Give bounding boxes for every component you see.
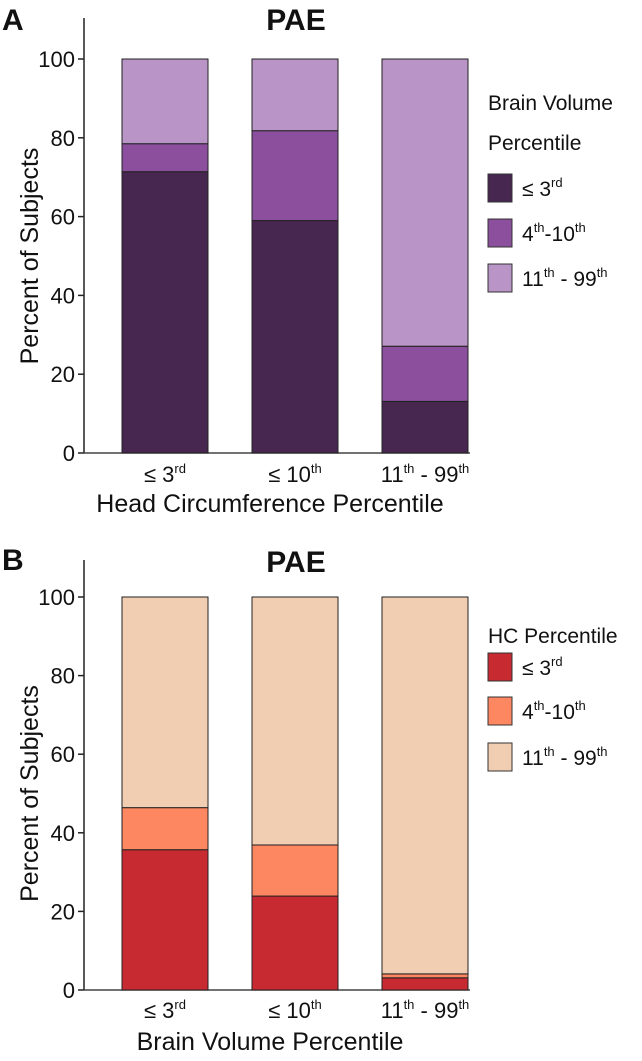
bar-segment <box>381 58 469 347</box>
bar-segment <box>251 596 339 846</box>
legend-swatch <box>487 173 513 203</box>
bar-segment <box>121 171 209 454</box>
legend-swatch <box>487 652 513 682</box>
legend-label: 11th - 99th <box>522 744 608 770</box>
bar-segment <box>121 58 209 145</box>
y-axis-label: Percent of Subjects <box>16 685 44 902</box>
chart-title: PAE <box>266 4 325 37</box>
panel-label: B <box>2 544 24 577</box>
y-tick-label: 100 <box>38 47 75 72</box>
y-tick-label: 40 <box>51 283 75 308</box>
x-axis-label: Head Circumference Percentile <box>96 490 443 518</box>
bar-segment <box>121 596 209 809</box>
legend-label: ≤ 3rd <box>522 654 563 680</box>
y-tick-label: 40 <box>51 821 75 846</box>
legend-swatch <box>487 218 513 248</box>
x-axis-label: Brain Volume Percentile <box>137 1028 404 1056</box>
y-tick-label: 80 <box>51 126 75 151</box>
panel-a: A PAE 0 20 40 60 80 100 Percent of Subjects Head … <box>2 4 613 518</box>
x-tick-label: ≤ 10th <box>268 997 322 1023</box>
bar-segment <box>381 400 469 454</box>
x-tick-label: ≤ 3rd <box>144 997 186 1023</box>
legend-swatch <box>487 696 513 726</box>
y-tick-label: 100 <box>38 585 75 610</box>
legend-title: HC Percentile <box>488 625 618 648</box>
bar-segment <box>381 973 469 979</box>
bar-segment <box>121 807 209 851</box>
bar-segment <box>251 844 339 897</box>
bar-segment <box>121 143 209 173</box>
x-tick-label: ≤ 3rd <box>144 461 186 487</box>
legend-title: Percentile <box>488 132 581 155</box>
x-tick-label: 11th - 99th <box>381 997 470 1023</box>
legend-label: 4th-10th <box>522 220 586 246</box>
y-tick-label: 60 <box>51 742 75 767</box>
panel-label: A <box>2 4 24 37</box>
x-tick-label: 11th - 99th <box>381 461 470 487</box>
y-tick-label: 0 <box>63 441 75 466</box>
legend-label: 4th-10th <box>522 698 586 724</box>
legend-label: ≤ 3rd <box>522 175 563 201</box>
y-axis-label: Percent of Subjects <box>16 148 44 365</box>
bar-segment <box>381 345 469 402</box>
bar-segment <box>251 58 339 132</box>
y-tick-label: 20 <box>51 362 75 387</box>
panel-b: B PAE 0 20 40 60 80 100 Percent of Subjects Brain… <box>2 544 618 1056</box>
legend-title: Brain Volume <box>488 92 613 115</box>
bar-segment <box>381 596 469 975</box>
bar-segment <box>381 977 469 991</box>
y-tick-label: 80 <box>51 664 75 689</box>
bar-segment <box>121 849 209 991</box>
bar-segment <box>251 130 339 222</box>
bar-segment <box>251 895 339 991</box>
bar-segment <box>251 220 339 454</box>
y-tick-label: 0 <box>63 978 75 1003</box>
legend-swatch <box>487 742 513 772</box>
y-tick-label: 60 <box>51 205 75 230</box>
legend-label: 11th - 99th <box>522 265 608 291</box>
y-tick-label: 20 <box>51 899 75 924</box>
chart-title: PAE <box>266 546 325 579</box>
x-tick-label: ≤ 10th <box>268 461 322 487</box>
legend-swatch <box>487 263 513 293</box>
